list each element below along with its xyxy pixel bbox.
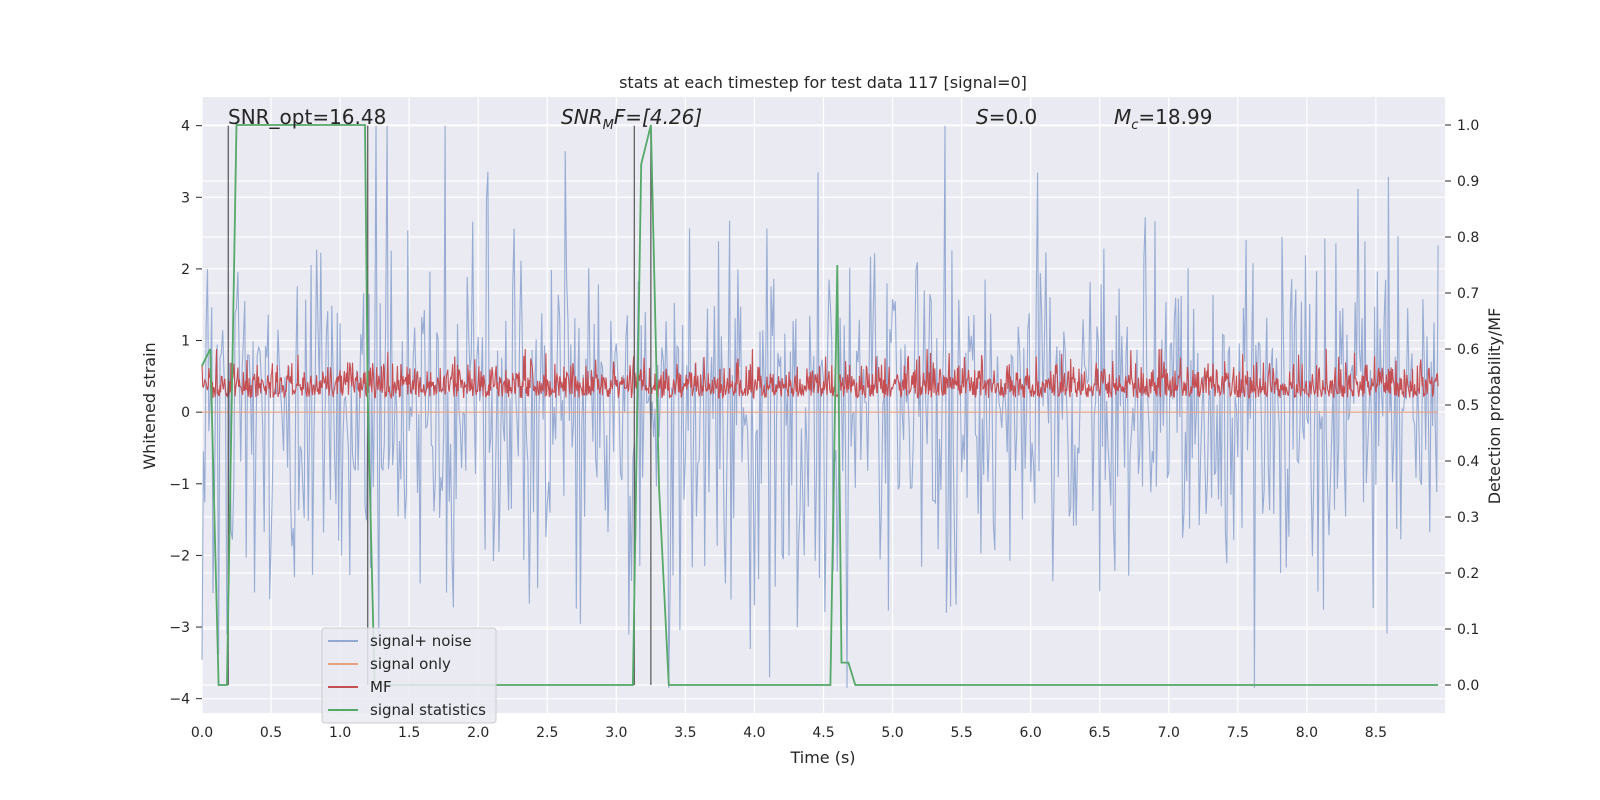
y-right-tick-label: 0.6 — [1457, 342, 1479, 358]
y-tick-label: −3 — [169, 620, 190, 636]
x-tick-label: 5.0 — [881, 725, 903, 741]
x-tick-label: 8.5 — [1365, 725, 1387, 741]
y-tick-label: 3 — [181, 190, 190, 206]
x-axis-label: Time (s) — [789, 748, 855, 767]
annotation-snr-opt: SNR_opt=16.48 — [228, 105, 386, 129]
y-right-tick-label: 0.0 — [1457, 678, 1479, 694]
legend-label-signal-noise: signal+ noise — [370, 632, 472, 650]
x-tick-label: 6.0 — [1020, 725, 1042, 741]
annotation-s: S=0.0 — [976, 105, 1037, 129]
legend-label-signal-statistics: signal statistics — [370, 701, 486, 719]
y-right-tick-label: 0.2 — [1457, 566, 1479, 582]
y-tick-label: −1 — [169, 477, 190, 493]
x-tick-label: 6.5 — [1089, 725, 1111, 741]
annotation-snr-mf-rest: F=[4.26] — [614, 105, 702, 129]
x-tick-label: 3.5 — [674, 725, 696, 741]
y-right-tick-label: 0.7 — [1457, 286, 1479, 302]
series-signal-statistics — [201, 124, 1439, 686]
x-tick-label: 4.5 — [812, 725, 834, 741]
annotation-mc-sub: c — [1131, 118, 1138, 133]
x-tick-label: 1.5 — [398, 725, 420, 741]
y-right-tick-label: 1.0 — [1457, 118, 1479, 134]
line-signal-noise — [201, 125, 1439, 688]
x-tick-label: 1.0 — [329, 725, 351, 741]
legend: signal+ noise signal only MF signal stat… — [321, 627, 497, 724]
y-tick-label: 4 — [181, 119, 190, 135]
y-right-tick-label: 0.1 — [1457, 622, 1479, 638]
legend-box — [321, 627, 497, 724]
y-axis-right-ticks: 0.0 0.1 0.2 0.3 0.4 0.5 0.6 0.7 0.8 0.9 1.0 — [1445, 118, 1479, 694]
annotation-snr-mf: SNRMF=[4.26] — [561, 105, 702, 133]
legend-label-mf: MF — [370, 678, 392, 696]
y-tick-label: −4 — [169, 692, 190, 708]
annotation-mc-main: M — [1114, 105, 1131, 129]
x-tick-label: 5.5 — [950, 725, 972, 741]
legend-label-signal-only: signal only — [370, 655, 451, 673]
x-tick-label: 2.0 — [467, 725, 489, 741]
x-tick-label: 7.5 — [1227, 725, 1249, 741]
annotation-mc: Mc=18.99 — [1114, 105, 1212, 133]
x-axis-ticks: 0.0 0.5 1.0 1.5 2.0 2.5 3.0 3.5 4.0 4.5 5.0 5.5 6.0 6… — [191, 725, 1387, 741]
y-right-tick-label: 0.9 — [1457, 174, 1479, 190]
annotation-s-main: S — [976, 105, 989, 129]
y-tick-label: −2 — [169, 548, 190, 564]
x-tick-label: 3.0 — [605, 725, 627, 741]
series-mf — [201, 348, 1439, 400]
y-axis-ticks: −4 −3 −2 −1 0 1 2 3 4 — [169, 119, 202, 708]
annotation-s-rest: =0.0 — [989, 105, 1038, 129]
line-signal-statistics — [201, 124, 1439, 686]
x-tick-label: 0.5 — [260, 725, 282, 741]
series-signal-noise — [201, 125, 1439, 688]
y-tick-label: 1 — [181, 334, 190, 350]
annotation-mc-rest: =18.99 — [1138, 105, 1212, 129]
annotation-snr-mf-F: F=[4.26] — [614, 105, 702, 129]
y-right-tick-label: 0.4 — [1457, 454, 1479, 470]
x-tick-label: 2.5 — [536, 725, 558, 741]
annotation-snr-mf-sub: M — [603, 118, 614, 133]
y-axis-right-label: Detection probability/MF — [1485, 308, 1504, 505]
y-tick-label: 2 — [181, 262, 190, 278]
x-tick-label: 8.0 — [1296, 725, 1318, 741]
x-tick-label: 7.0 — [1158, 725, 1180, 741]
line-mf — [201, 348, 1439, 400]
y-right-tick-label: 0.3 — [1457, 510, 1479, 526]
x-tick-label: 0.0 — [191, 725, 213, 741]
x-tick-label: 4.0 — [743, 725, 765, 741]
y-axis-label: Whitened strain — [140, 342, 159, 469]
annotation-snr-mf-main: SNR — [561, 105, 603, 129]
y-right-tick-label: 0.5 — [1457, 398, 1479, 414]
y-right-tick-label: 0.8 — [1457, 230, 1479, 246]
chart-title: stats at each timestep for test data 117… — [619, 73, 1027, 92]
y-tick-label: 0 — [181, 405, 190, 421]
